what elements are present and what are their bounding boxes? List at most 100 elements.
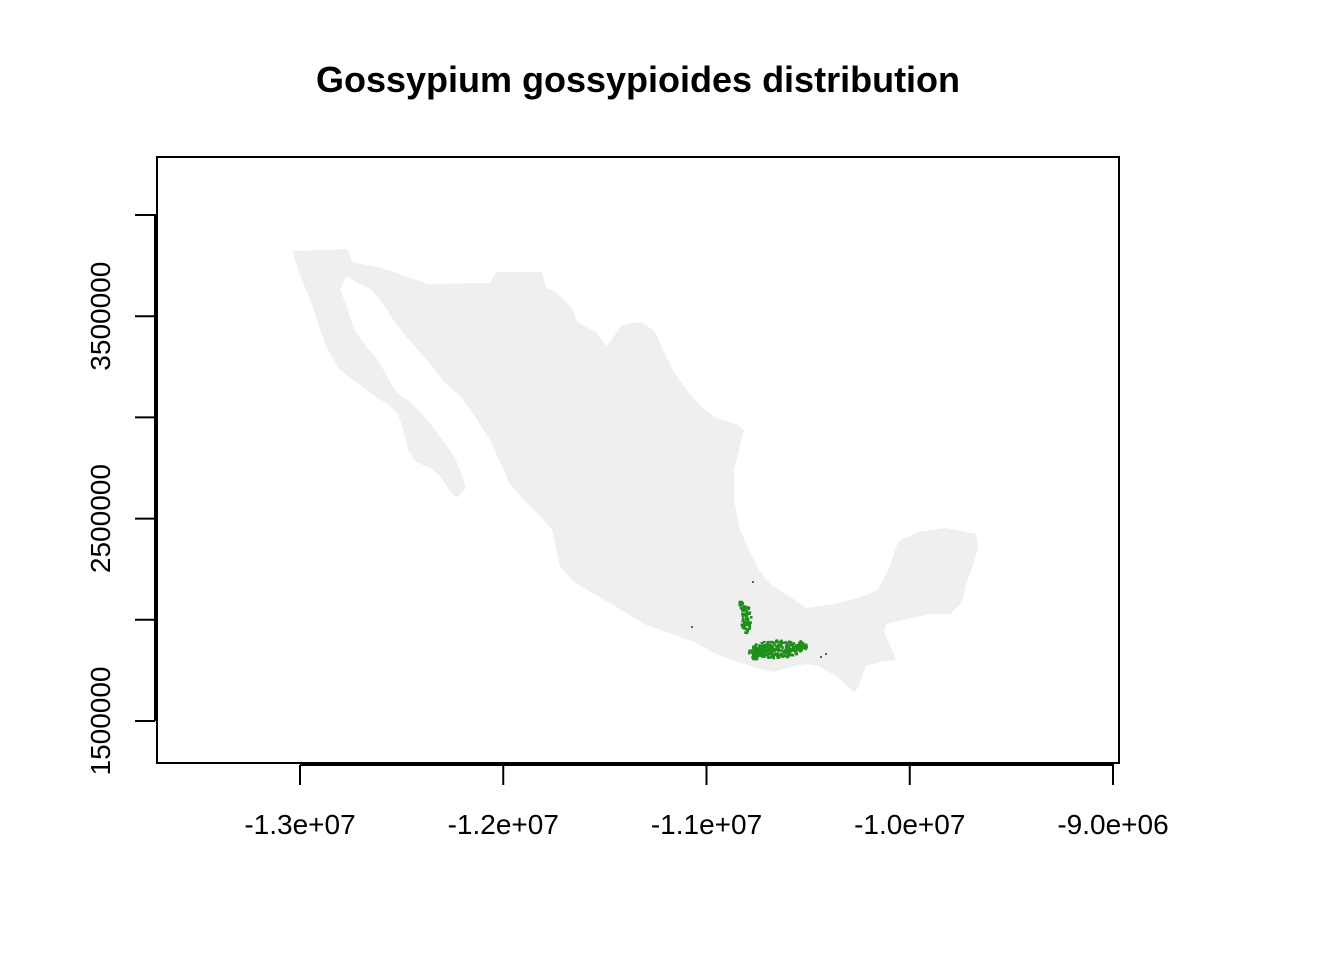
presence-cell [746, 623, 749, 626]
presence-cell [759, 651, 762, 654]
presence-cell [775, 652, 778, 655]
presence-cell [758, 654, 761, 658]
presence-cell [784, 641, 788, 644]
presence-cell [780, 652, 783, 656]
presence-cell [761, 644, 764, 648]
presence-cell [741, 612, 745, 616]
presence-cell [781, 655, 784, 658]
presence-cell [777, 655, 780, 658]
presence-cell [738, 604, 742, 607]
x-tick-label: -1.3e+07 [244, 809, 355, 840]
presence-cell [790, 643, 793, 646]
presence-cell [741, 607, 744, 610]
presence-cell [740, 602, 744, 606]
presence-cell [775, 648, 779, 651]
presence-cell [755, 651, 758, 655]
presence-cell [782, 654, 786, 658]
presence-cell [748, 650, 751, 653]
presence-layer [691, 581, 827, 661]
presence-cell [746, 620, 750, 623]
presence-cell [742, 609, 745, 612]
presence-cell [755, 654, 758, 658]
presence-cell [767, 648, 771, 651]
presence-cell [741, 625, 744, 629]
presence-cell [752, 581, 754, 583]
presence-cell [770, 651, 774, 654]
presence-cell [758, 644, 762, 648]
presence-cell [775, 645, 779, 648]
y-tick-label: 3500000 [85, 262, 116, 371]
presence-cell [745, 614, 749, 618]
presence-cell [766, 655, 770, 659]
presence-cell [761, 648, 765, 652]
presence-cell [755, 649, 758, 652]
presence-cell [751, 649, 755, 652]
presence-cell [788, 648, 791, 652]
presence-cell [794, 645, 797, 649]
x-tick-label: -1.1e+07 [651, 809, 762, 840]
presence-cell [741, 614, 745, 618]
presence-cell [754, 644, 757, 647]
presence-cell [762, 650, 765, 654]
plot-title: Gossypium gossypioides distribution [316, 59, 960, 100]
presence-cell [804, 647, 807, 651]
presence-cell [763, 649, 766, 652]
presence-cell [748, 627, 751, 630]
presence-cell [784, 650, 787, 653]
presence-cell [799, 649, 802, 653]
presence-cell [800, 644, 803, 647]
presence-cell [771, 641, 774, 644]
presence-cell [784, 648, 787, 652]
mexico-mainland [293, 249, 978, 692]
presence-cell [805, 643, 808, 647]
presence-cell [744, 617, 748, 621]
presence-cell [742, 622, 746, 625]
presence-cell [751, 650, 754, 654]
y-axis: 1500000 2500000 3500000 [85, 214, 156, 776]
presence-cell [777, 646, 780, 650]
presence-cell [748, 624, 752, 628]
presence-cell [770, 655, 773, 659]
presence-cell [791, 653, 795, 657]
presence-cell [746, 606, 749, 610]
presence-cell [775, 654, 779, 658]
presence-cell [749, 621, 752, 624]
y-tick-label: 2500000 [85, 464, 116, 573]
presence-cell [785, 651, 788, 654]
presence-cell [753, 655, 756, 658]
y-tick-label: 1500000 [85, 666, 116, 775]
x-axis: -1.3e+07 -1.2e+07 -1.1e+07 -1.0e+07 -9.0e+06 [244, 764, 1169, 840]
presence-cell [763, 644, 766, 647]
presence-cell [743, 625, 746, 628]
presence-cell [792, 642, 796, 645]
presence-cell [785, 643, 788, 647]
presence-cell [779, 644, 783, 648]
presence-cell [787, 641, 790, 645]
presence-cell [778, 648, 781, 652]
presence-cell [753, 649, 756, 652]
presence-cell [785, 646, 788, 649]
x-tick-label: -1.0e+07 [854, 809, 965, 840]
presence-cell [773, 648, 777, 651]
land-layer [293, 249, 978, 692]
presence-cell [770, 653, 773, 656]
presence-cell [746, 617, 749, 620]
presence-cell [768, 652, 771, 656]
presence-cell [791, 646, 795, 649]
presence-cell [745, 609, 748, 613]
presence-cell [770, 646, 774, 650]
presence-cell [778, 640, 782, 644]
presence-cell [762, 655, 766, 658]
presence-cell [744, 631, 747, 634]
presence-cell [754, 656, 758, 659]
presence-cell [778, 653, 781, 657]
presence-cell [762, 646, 766, 650]
presence-cell [771, 649, 775, 652]
presence-cell [780, 642, 783, 646]
yucatan-peninsula [884, 528, 978, 624]
presence-cell [772, 656, 776, 660]
presence-cell [754, 646, 758, 649]
presence-cell [802, 645, 806, 648]
presence-cell [760, 641, 764, 645]
